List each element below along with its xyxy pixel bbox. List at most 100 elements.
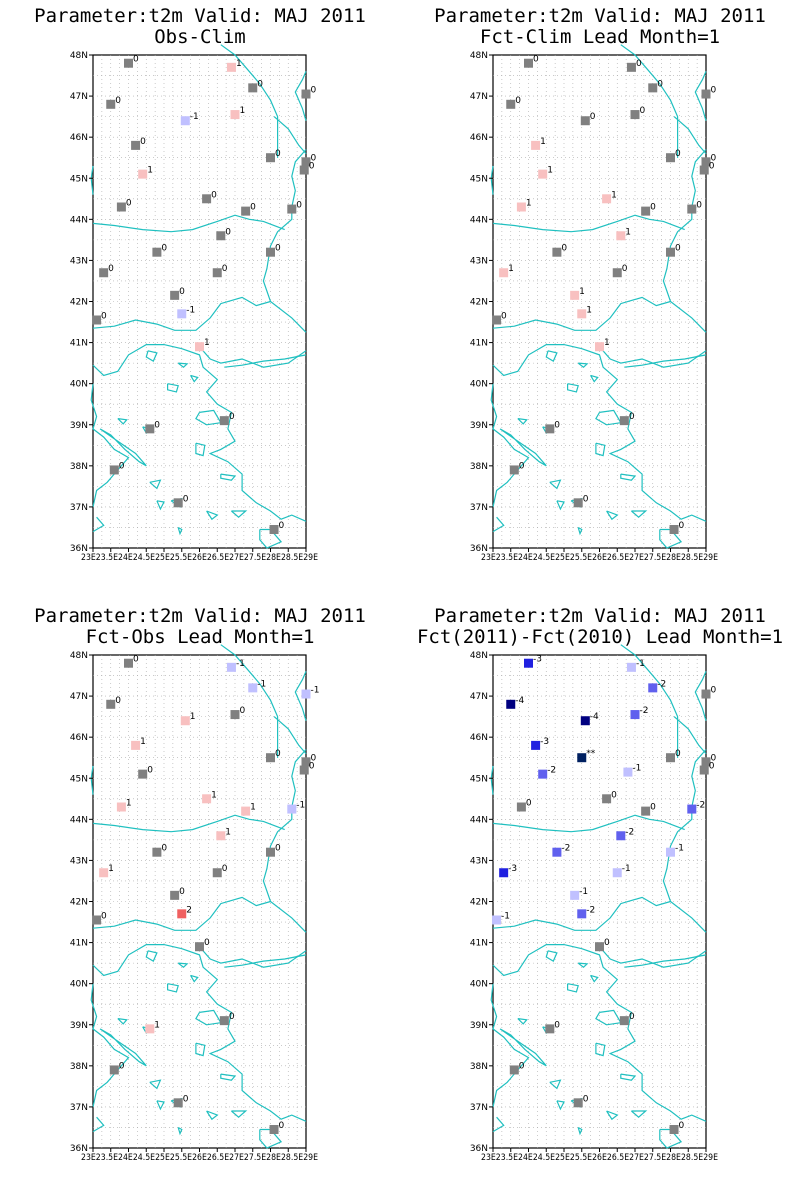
station-value: -2: [696, 801, 705, 811]
station-marker: [577, 909, 587, 919]
station-value: 1: [108, 864, 114, 874]
coastlines: [90, 644, 307, 1149]
coastline: [620, 473, 637, 481]
station-marker: [573, 498, 583, 508]
coastline: [224, 954, 307, 968]
station-marker: [619, 1016, 629, 1026]
lat-tick-label: 43N: [70, 856, 88, 866]
station-marker: [180, 116, 190, 126]
coastline: [659, 528, 683, 549]
station-value: -1: [632, 764, 641, 774]
station-value: -1: [296, 801, 305, 811]
lat-tick-label: 41N: [70, 939, 88, 949]
station-value: 2: [186, 905, 192, 915]
coastline: [556, 1100, 565, 1111]
coastline: [190, 974, 199, 983]
station-marker: [580, 116, 590, 126]
coastline: [92, 516, 105, 533]
station-value: 1: [625, 227, 631, 237]
coastline: [231, 510, 248, 518]
station-value: 0: [161, 844, 167, 854]
station-value: 0: [225, 227, 231, 237]
station-value: 0: [275, 749, 281, 759]
coastline: [545, 350, 558, 362]
station-value: -3: [508, 864, 517, 874]
station-value: -4: [515, 696, 524, 706]
station-marker: [299, 165, 309, 175]
coastline: [259, 528, 283, 549]
panel-subtitle: Fct-Clim Lead Month=1: [479, 26, 721, 48]
station-marker: [230, 710, 240, 720]
station-marker: [138, 169, 148, 179]
coastline: [673, 716, 707, 754]
station-marker: [545, 424, 555, 434]
station-map: 36N 37N 38N 39N 40N 41N 42N 43N 44N 45N 46N 47N 48N 2…: [70, 644, 319, 1163]
station-value: 0: [311, 86, 317, 96]
station-marker: [226, 662, 236, 672]
station-value: 0: [154, 420, 160, 430]
station-marker: [669, 525, 679, 535]
station-value: 0: [533, 55, 539, 65]
station-value: 1: [154, 1020, 160, 1030]
station-value: 1: [604, 338, 610, 348]
coastline: [577, 362, 589, 368]
lat-tick-label: 38N: [470, 1062, 488, 1072]
panel-fct-obs: Parameter:t2m Valid: MAJ 2011 Fct-Obs Le…: [0, 600, 400, 1200]
coastline: [149, 1079, 162, 1090]
station-marker: [630, 710, 640, 720]
station-marker: [577, 753, 587, 763]
lat-tick-label: 44N: [470, 815, 488, 825]
lat-tick-label: 41N: [470, 939, 488, 949]
station-marker: [219, 1016, 229, 1026]
coastline: [99, 428, 147, 467]
station-value: 0: [108, 264, 114, 274]
station-marker: [570, 290, 580, 300]
station-value: 1: [579, 287, 585, 297]
station-marker: [630, 110, 640, 120]
coastline: [195, 1009, 222, 1026]
coastline: [156, 1100, 165, 1111]
station-value: 1: [540, 137, 546, 147]
coastlines: [490, 644, 707, 1149]
station-value: 1: [140, 737, 146, 747]
lat-tick-label: 47N: [70, 692, 88, 702]
station-marker: [524, 58, 533, 68]
station-marker: [666, 753, 675, 763]
station-marker: [666, 247, 675, 257]
station-marker: [666, 153, 675, 163]
lat-tick-label: 44N: [70, 815, 88, 825]
station-value: 1: [508, 264, 514, 274]
station-marker: [180, 716, 190, 726]
lat-tick-label: 48N: [70, 651, 88, 661]
station-value: 0: [179, 887, 185, 897]
station-value: 0: [711, 86, 717, 96]
map-frame: [492, 654, 707, 1149]
station-marker: [301, 89, 311, 99]
station-marker: [509, 465, 519, 475]
station-marker: [602, 794, 612, 804]
coastline: [492, 944, 707, 1122]
coastline: [231, 1110, 248, 1118]
station-value: 0: [629, 1012, 635, 1022]
lat-tick-label: 37N: [470, 1103, 488, 1113]
lat-tick-label: 40N: [70, 380, 88, 390]
coastline: [156, 500, 165, 511]
station-marker: [170, 890, 180, 900]
station-marker: [202, 194, 212, 204]
station-value: 0: [526, 799, 532, 809]
station-value: -1: [636, 659, 645, 669]
lat-tick-label: 43N: [470, 256, 488, 266]
station-marker: [580, 716, 590, 726]
station-value: 0: [183, 1094, 189, 1104]
station-value: 0: [590, 112, 596, 122]
coastline: [624, 354, 707, 368]
lat-tick-label: 44N: [70, 215, 88, 225]
station-value: 0: [675, 749, 681, 759]
station-value: -2: [586, 905, 595, 915]
station-value: 0: [604, 938, 610, 948]
station-value: -2: [547, 766, 556, 776]
station-value: 0: [275, 244, 281, 254]
station-marker: [131, 140, 141, 150]
station-marker: [577, 309, 587, 319]
